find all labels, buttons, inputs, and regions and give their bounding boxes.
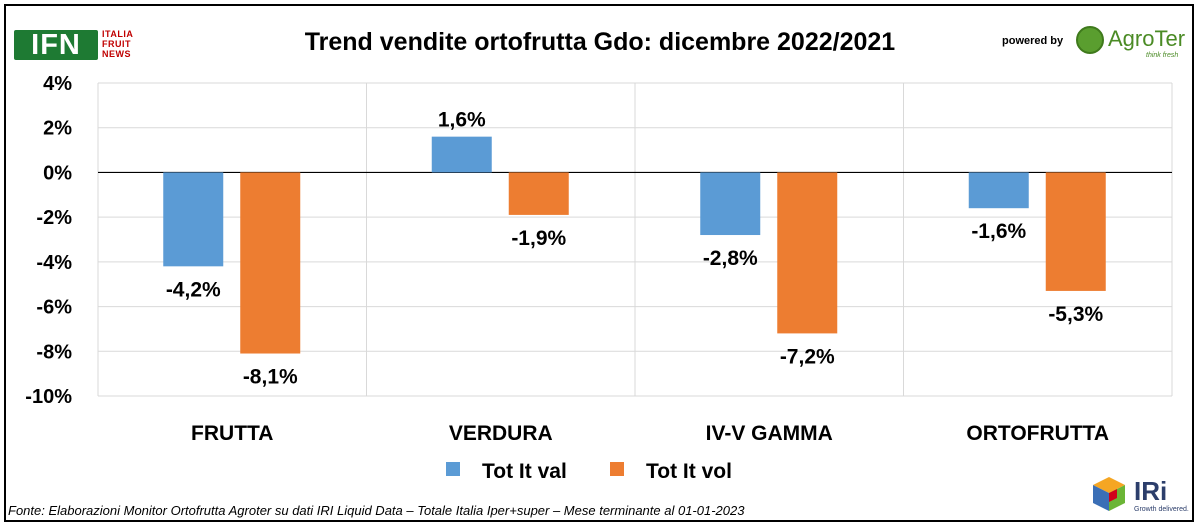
ifn-logo: IFN ITALIA FRUIT NEWS xyxy=(14,24,154,64)
source-note: Fonte: Elaborazioni Monitor Ortofrutta A… xyxy=(8,503,745,518)
bar-val xyxy=(431,136,492,173)
legend-swatch xyxy=(610,462,624,476)
x-tick-label: FRUTTA xyxy=(191,422,273,445)
bar-val xyxy=(968,172,1029,209)
iri-cube-icon xyxy=(1093,477,1125,511)
iri-logo: IRi Growth delivered. xyxy=(1090,472,1190,520)
y-tick-label: -4% xyxy=(36,252,72,274)
agroter-tagline: think fresh xyxy=(1146,52,1179,59)
chart-title: Trend vendite ortofrutta Gdo: dicembre 2… xyxy=(304,28,896,56)
iri-tagline: Growth delivered. xyxy=(1134,506,1189,513)
y-tick-label: 0% xyxy=(43,162,72,184)
y-tick-label: -8% xyxy=(36,341,72,363)
powered-by-label: powered by xyxy=(1002,35,1064,47)
bar-val xyxy=(700,172,761,236)
x-tick-label: IV-V GAMMA xyxy=(706,422,833,445)
bar-val xyxy=(163,172,224,267)
legend-swatch xyxy=(446,462,460,476)
ifn-logo-badge: IFN xyxy=(14,30,98,60)
y-tick-label: 2% xyxy=(43,118,72,140)
bar-vol xyxy=(240,172,301,354)
data-label: -7,2% xyxy=(780,345,835,368)
x-tick-label: VERDURA xyxy=(449,422,553,445)
data-label: -5,3% xyxy=(1048,303,1103,326)
y-tick-label: -2% xyxy=(36,207,72,229)
data-label: -8,1% xyxy=(243,366,298,389)
data-label: -1,6% xyxy=(971,220,1026,243)
y-tick-label: -6% xyxy=(36,297,72,319)
data-label: -1,9% xyxy=(511,227,566,250)
data-label: 1,6% xyxy=(438,109,486,132)
y-tick-label: -10% xyxy=(25,386,72,408)
x-tick-label: ORTOFRUTTA xyxy=(966,422,1109,445)
agroter-leaf-icon xyxy=(1076,26,1104,54)
ifn-tagline-3: NEWS xyxy=(102,49,131,59)
bar-vol xyxy=(1045,172,1106,291)
agroter-logo: AgroTer think fresh xyxy=(1076,24,1188,60)
bar-vol xyxy=(508,172,569,215)
iri-name: IRi xyxy=(1134,476,1168,506)
bar-vol xyxy=(777,172,838,334)
y-tick-label: 4% xyxy=(43,73,72,95)
legend-label: Tot It val xyxy=(482,460,567,483)
data-label: -2,8% xyxy=(703,247,758,270)
ifn-tagline-2: FRUIT xyxy=(102,39,131,49)
legend-label: Tot It vol xyxy=(646,460,732,483)
ifn-tagline-1: ITALIA xyxy=(102,29,134,39)
data-label: -4,2% xyxy=(166,278,221,301)
ifn-logo-tagline: ITALIA FRUIT NEWS xyxy=(102,29,150,59)
agroter-name: AgroTer xyxy=(1108,26,1186,51)
